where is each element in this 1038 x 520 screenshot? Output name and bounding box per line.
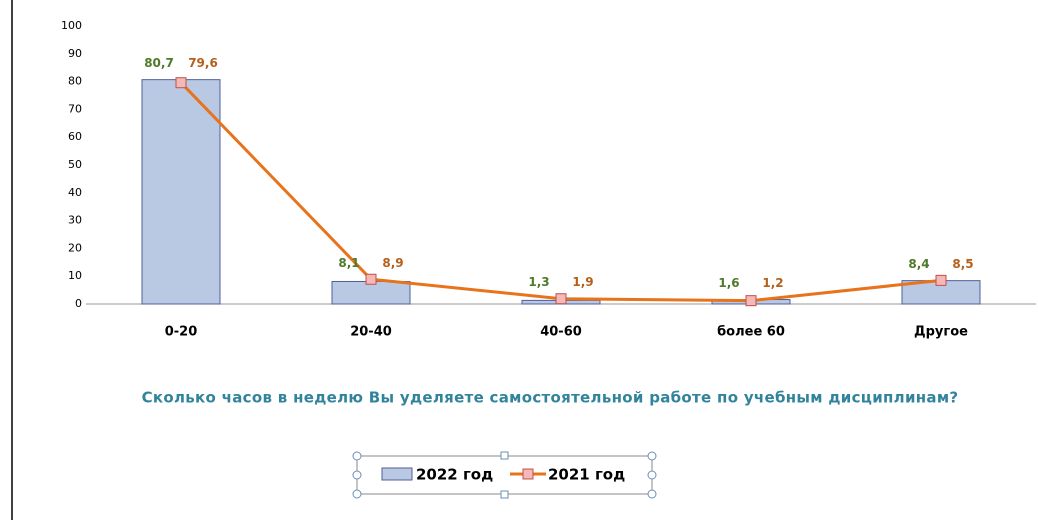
line-marker <box>365 273 377 285</box>
x-tick-label: 0-20 <box>165 325 198 340</box>
data-label: 8,4 <box>908 257 929 271</box>
data-label: 1,2 <box>762 276 783 290</box>
y-tick-label: 50 <box>68 158 82 171</box>
chart-title: Сколько часов в неделю Вы уделяете самос… <box>142 389 959 407</box>
legend-label: 2021 год <box>548 466 625 484</box>
data-label: 8,1 <box>338 256 359 270</box>
y-tick-label: 100 <box>61 19 82 32</box>
y-tick-label: 60 <box>68 130 82 143</box>
y-tick-label: 40 <box>68 186 82 199</box>
data-label: 1,9 <box>572 275 593 289</box>
legend-marker <box>522 468 534 480</box>
y-tick-label: 30 <box>68 214 82 227</box>
line-marker <box>935 274 947 286</box>
x-tick-label: более 60 <box>717 325 785 340</box>
line-marker <box>555 293 567 305</box>
legend <box>352 451 657 499</box>
x-tick-label: 20-40 <box>350 325 392 340</box>
bar <box>331 280 411 305</box>
x-tick-label: Другое <box>914 325 968 340</box>
y-tick-label: 0 <box>75 297 82 310</box>
data-label: 80,7 <box>144 56 174 70</box>
line-marker <box>175 77 187 89</box>
data-label: 8,5 <box>952 257 973 271</box>
data-label: 8,9 <box>382 256 403 270</box>
bar <box>141 79 221 305</box>
y-tick-label: 20 <box>68 241 82 254</box>
y-tick-label: 90 <box>68 47 82 60</box>
data-label: 1,3 <box>528 275 549 289</box>
y-tick-label: 70 <box>68 102 82 115</box>
selection-handles <box>352 451 657 499</box>
x-tick-label: 40-60 <box>540 325 582 340</box>
y-tick-label: 80 <box>68 75 82 88</box>
legend-swatch <box>381 467 413 481</box>
data-label: 79,6 <box>188 56 218 70</box>
line <box>179 81 942 303</box>
legend-label: 2022 год <box>416 466 493 484</box>
data-label: 1,6 <box>718 276 739 290</box>
line-marker <box>745 295 757 307</box>
y-tick-label: 10 <box>68 269 82 282</box>
